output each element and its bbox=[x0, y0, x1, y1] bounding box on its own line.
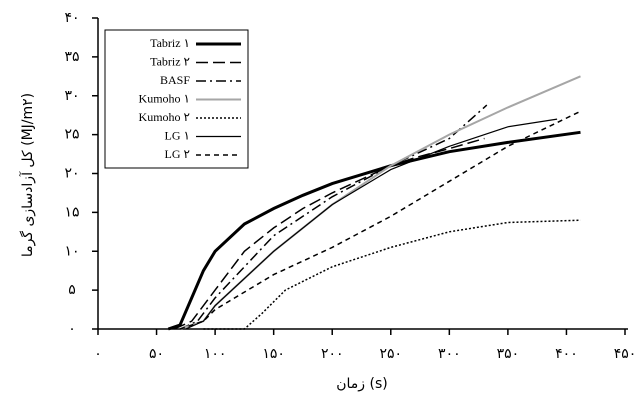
x-tick-label: ۱۰۰ bbox=[204, 346, 227, 362]
series-line bbox=[179, 110, 581, 330]
x-tick-label: ۴۵۰ bbox=[614, 346, 637, 362]
legend-label: LG ۲ bbox=[165, 147, 190, 161]
x-tick-label: ۰ bbox=[94, 346, 102, 362]
x-tick-label: ۳۵۰ bbox=[497, 346, 520, 362]
series-line bbox=[179, 104, 488, 330]
x-tick-label: ۵۰ bbox=[149, 346, 164, 362]
y-tick-label: ۱۰ bbox=[64, 243, 79, 259]
x-axis-label: زمان (s) bbox=[336, 376, 387, 392]
y-tick-label: ۲۵ bbox=[64, 127, 79, 143]
x-tick-label: ۳۰۰ bbox=[438, 346, 461, 362]
legend-label: Tabriz ۱ bbox=[150, 36, 190, 50]
y-tick-label: ۲۰ bbox=[64, 166, 79, 182]
x-tick-label: ۲۰۰ bbox=[321, 346, 344, 362]
legend-label: Kumoho ۱ bbox=[139, 91, 190, 105]
x-tick-label: ۴۰۰ bbox=[555, 346, 578, 362]
y-axis-label: کل آزادسازی گرما (MJ/m۲) bbox=[19, 93, 36, 257]
series-line bbox=[185, 118, 558, 330]
y-tick-label: ۳۰ bbox=[64, 88, 79, 104]
x-tick-label: ۱۵۰ bbox=[262, 346, 285, 362]
y-tick-label: ۰ bbox=[68, 321, 76, 337]
y-tick-label: ۱۵ bbox=[64, 204, 79, 220]
series-line bbox=[173, 137, 485, 330]
series-line bbox=[167, 130, 581, 331]
legend-label: BASF bbox=[160, 73, 190, 87]
legend-label: LG ۱ bbox=[165, 128, 190, 142]
series-line bbox=[203, 219, 581, 330]
y-tick-label: ۴۰ bbox=[64, 10, 79, 26]
y-tick-label: ۳۵ bbox=[64, 49, 79, 65]
legend-label: Tabriz ۲ bbox=[150, 54, 190, 68]
y-tick-label: ۵ bbox=[68, 282, 76, 298]
legend-label: Kumoho ۲ bbox=[139, 110, 190, 124]
x-tick-label: ۲۵۰ bbox=[379, 346, 402, 362]
